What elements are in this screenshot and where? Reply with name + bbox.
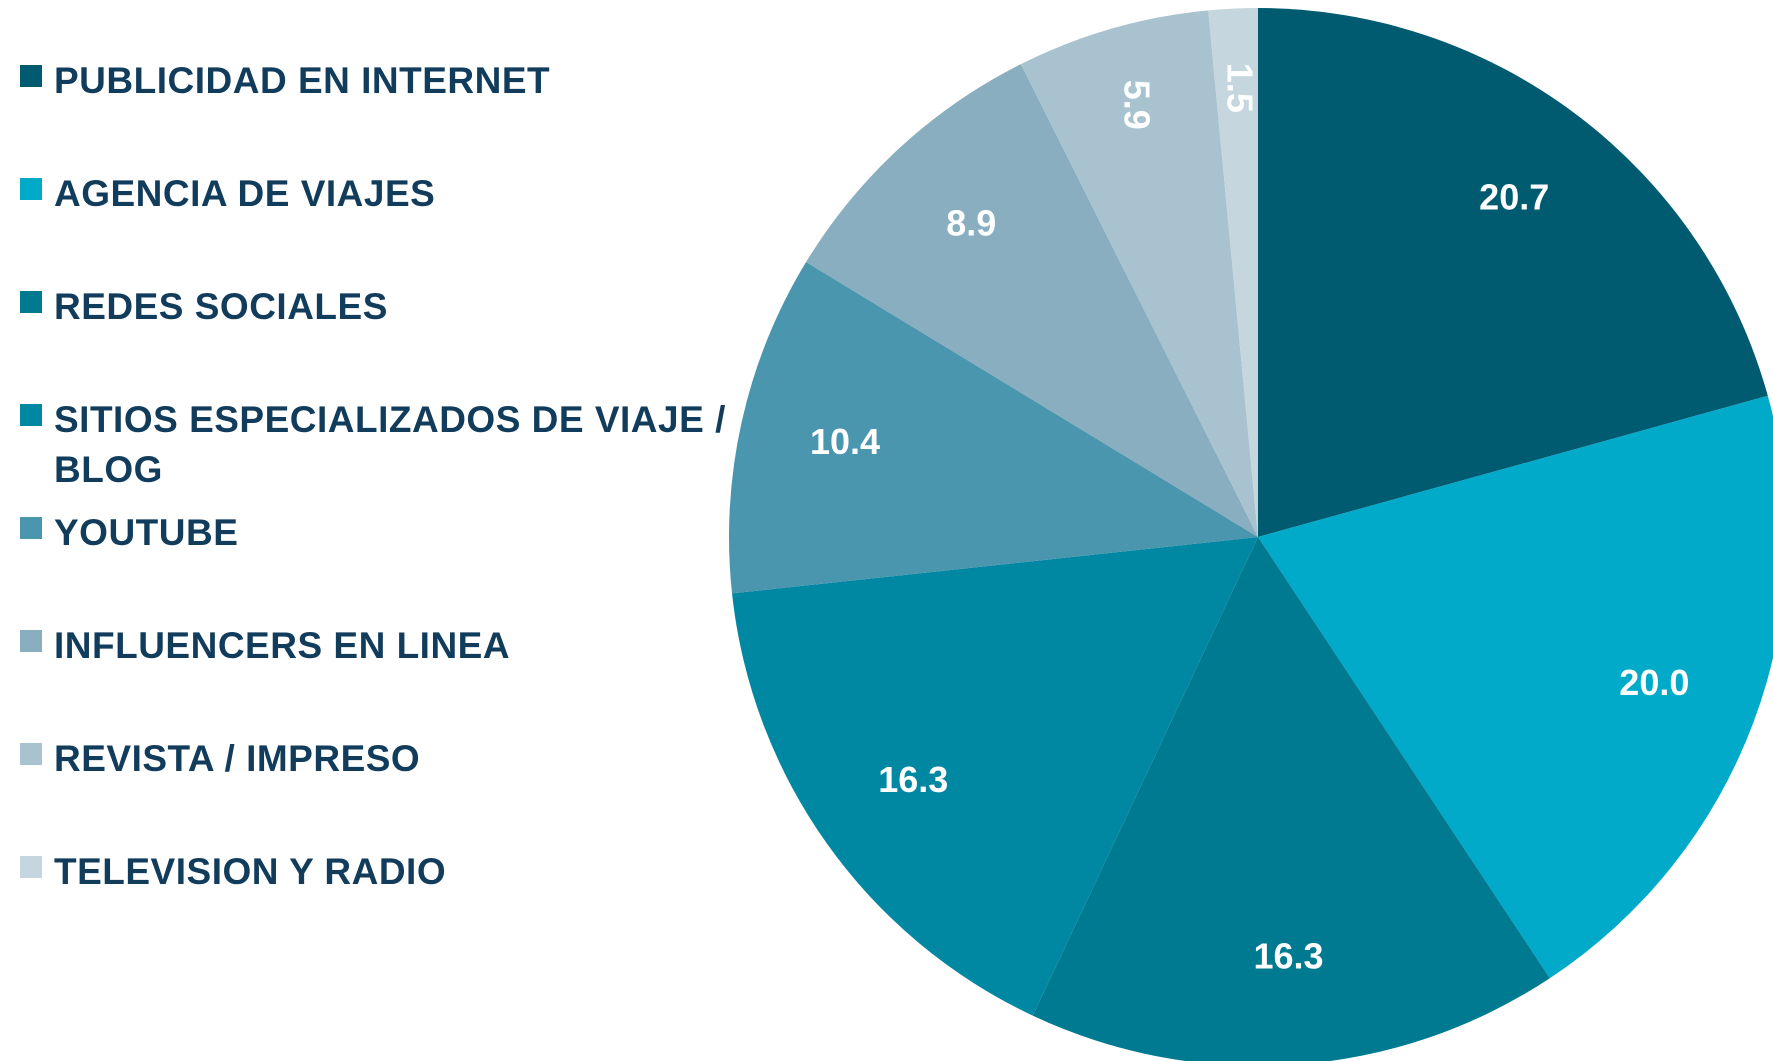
legend-label: REVISTA / IMPRESO xyxy=(54,738,421,779)
data-label: 20.7 xyxy=(1479,177,1549,218)
data-label: 20.0 xyxy=(1619,662,1689,703)
data-label: 10.4 xyxy=(810,421,880,462)
legend-item: PUBLICIDAD EN INTERNET xyxy=(20,56,754,106)
legend-swatch xyxy=(20,630,42,652)
pie-slice xyxy=(1258,395,1773,979)
pie-slice xyxy=(806,64,1258,537)
data-label: 5.9 xyxy=(1116,80,1157,130)
legend-swatch xyxy=(20,178,42,200)
legend-label: TELEVISION Y RADIO xyxy=(54,851,447,892)
pie-slice xyxy=(732,537,1258,1016)
data-label: 16.3 xyxy=(1254,936,1324,977)
legend-swatch xyxy=(20,65,42,87)
legend-item: YOUTUBE xyxy=(20,508,754,558)
legend-label: REDES SOCIALES xyxy=(54,286,388,327)
data-label: 16.3 xyxy=(878,759,948,800)
legend-item: INFLUENCERS EN LINEA xyxy=(20,621,754,671)
legend-label: YOUTUBE xyxy=(54,512,239,553)
pie-slice xyxy=(1020,10,1258,538)
data-label: 1.5 xyxy=(1219,63,1260,113)
pie-slice xyxy=(1208,8,1258,537)
legend-swatch xyxy=(20,517,42,539)
legend-label: INFLUENCERS EN LINEA xyxy=(54,625,511,666)
pie-slice xyxy=(1032,537,1550,1061)
legend-swatch xyxy=(20,743,42,765)
legend-item: AGENCIA DE VIAJES xyxy=(20,169,754,219)
legend-label: AGENCIA DE VIAJES xyxy=(54,173,436,214)
data-label: 8.9 xyxy=(946,202,996,243)
legend-label: SITIOS ESPECIALIZADOS DE VIAJE / BLOG xyxy=(54,399,726,490)
legend-swatch xyxy=(20,404,42,426)
pie-slice xyxy=(729,262,1258,594)
legend-label: PUBLICIDAD EN INTERNET xyxy=(54,60,551,101)
legend-item: TELEVISION Y RADIO xyxy=(20,847,754,897)
legend-swatch xyxy=(20,291,42,313)
pie-slice xyxy=(1258,8,1768,537)
legend-swatch xyxy=(20,856,42,878)
legend-item: SITIOS ESPECIALIZADOS DE VIAJE / BLOG xyxy=(20,395,754,495)
legend-item: REDES SOCIALES xyxy=(20,282,754,332)
legend-item: REVISTA / IMPRESO xyxy=(20,734,754,784)
